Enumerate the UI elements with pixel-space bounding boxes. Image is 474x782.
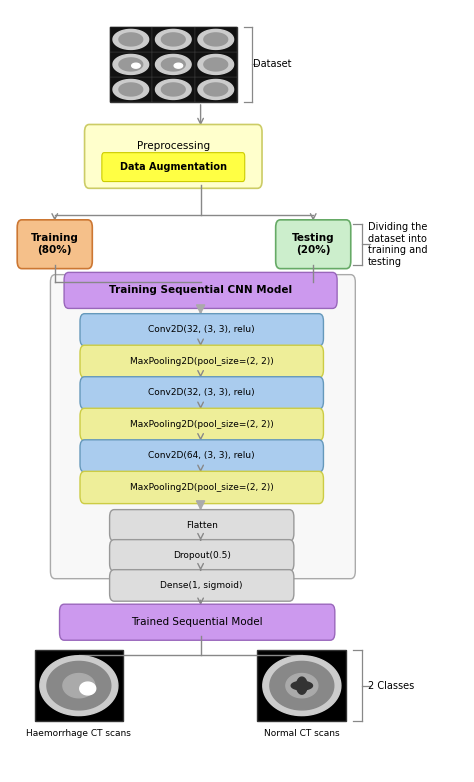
Polygon shape <box>119 83 143 96</box>
Polygon shape <box>204 33 228 46</box>
Text: Haemorrhage CT scans: Haemorrhage CT scans <box>26 729 131 738</box>
Text: MaxPooling2D(pool_size=(2, 2)): MaxPooling2D(pool_size=(2, 2)) <box>130 357 273 366</box>
Polygon shape <box>47 662 111 710</box>
Polygon shape <box>198 30 234 49</box>
Text: Training Sequential CNN Model: Training Sequential CNN Model <box>109 285 292 296</box>
Text: Conv2D(32, (3, 3), relu): Conv2D(32, (3, 3), relu) <box>148 389 255 397</box>
FancyBboxPatch shape <box>109 540 294 571</box>
Polygon shape <box>291 681 312 690</box>
Polygon shape <box>286 673 318 698</box>
Bar <box>194 27 237 52</box>
Polygon shape <box>155 80 191 99</box>
Text: Dense(1, sigmoid): Dense(1, sigmoid) <box>161 581 243 590</box>
Bar <box>257 650 346 721</box>
Polygon shape <box>297 677 307 694</box>
Text: Conv2D(64, (3, 3), relu): Conv2D(64, (3, 3), relu) <box>148 451 255 461</box>
Bar <box>152 77 194 102</box>
Bar <box>152 27 194 52</box>
Polygon shape <box>263 656 341 716</box>
Polygon shape <box>63 673 95 698</box>
Text: Dividing the
dataset into
training and
testing: Dividing the dataset into training and t… <box>368 222 428 267</box>
Polygon shape <box>162 58 185 71</box>
Text: Testing
(20%): Testing (20%) <box>292 234 335 255</box>
Text: Dataset: Dataset <box>253 59 292 70</box>
Polygon shape <box>132 63 140 68</box>
Polygon shape <box>155 55 191 74</box>
Text: Flatten: Flatten <box>186 521 218 530</box>
Polygon shape <box>113 80 149 99</box>
Text: Normal CT scans: Normal CT scans <box>264 729 340 738</box>
FancyBboxPatch shape <box>80 314 323 346</box>
FancyBboxPatch shape <box>50 274 356 579</box>
Text: Dropout(0.5): Dropout(0.5) <box>173 551 231 560</box>
FancyBboxPatch shape <box>60 604 335 640</box>
Text: Data Augmentation: Data Augmentation <box>120 162 227 172</box>
Polygon shape <box>155 30 191 49</box>
Polygon shape <box>119 58 143 71</box>
Bar <box>109 52 152 77</box>
Polygon shape <box>162 33 185 46</box>
Polygon shape <box>40 656 118 716</box>
Bar <box>194 52 237 77</box>
Polygon shape <box>80 682 96 695</box>
FancyBboxPatch shape <box>80 439 323 472</box>
Bar <box>109 77 152 102</box>
Text: Preprocessing: Preprocessing <box>137 142 210 151</box>
Text: MaxPooling2D(pool_size=(2, 2)): MaxPooling2D(pool_size=(2, 2)) <box>130 483 273 492</box>
FancyBboxPatch shape <box>109 569 294 601</box>
FancyBboxPatch shape <box>84 124 262 188</box>
FancyBboxPatch shape <box>80 472 323 504</box>
Text: Trained Sequential Model: Trained Sequential Model <box>131 617 263 627</box>
FancyBboxPatch shape <box>276 220 351 269</box>
Polygon shape <box>204 83 228 96</box>
Text: Training
(80%): Training (80%) <box>31 234 79 255</box>
Bar <box>194 77 237 102</box>
Polygon shape <box>162 83 185 96</box>
Bar <box>35 650 123 721</box>
Bar <box>152 52 194 77</box>
Polygon shape <box>270 662 334 710</box>
Polygon shape <box>198 55 234 74</box>
Polygon shape <box>113 30 149 49</box>
Bar <box>109 27 152 52</box>
FancyBboxPatch shape <box>109 510 294 541</box>
Polygon shape <box>174 63 182 68</box>
Polygon shape <box>198 80 234 99</box>
FancyBboxPatch shape <box>80 408 323 440</box>
Polygon shape <box>204 58 228 71</box>
Polygon shape <box>119 33 143 46</box>
FancyBboxPatch shape <box>102 152 245 181</box>
FancyBboxPatch shape <box>80 345 323 378</box>
Polygon shape <box>113 55 149 74</box>
Text: MaxPooling2D(pool_size=(2, 2)): MaxPooling2D(pool_size=(2, 2)) <box>130 420 273 429</box>
Text: Conv2D(32, (3, 3), relu): Conv2D(32, (3, 3), relu) <box>148 325 255 335</box>
Bar <box>109 27 237 102</box>
FancyBboxPatch shape <box>64 272 337 308</box>
FancyBboxPatch shape <box>80 377 323 409</box>
Text: 2 Classes: 2 Classes <box>368 681 414 691</box>
FancyBboxPatch shape <box>17 220 92 269</box>
